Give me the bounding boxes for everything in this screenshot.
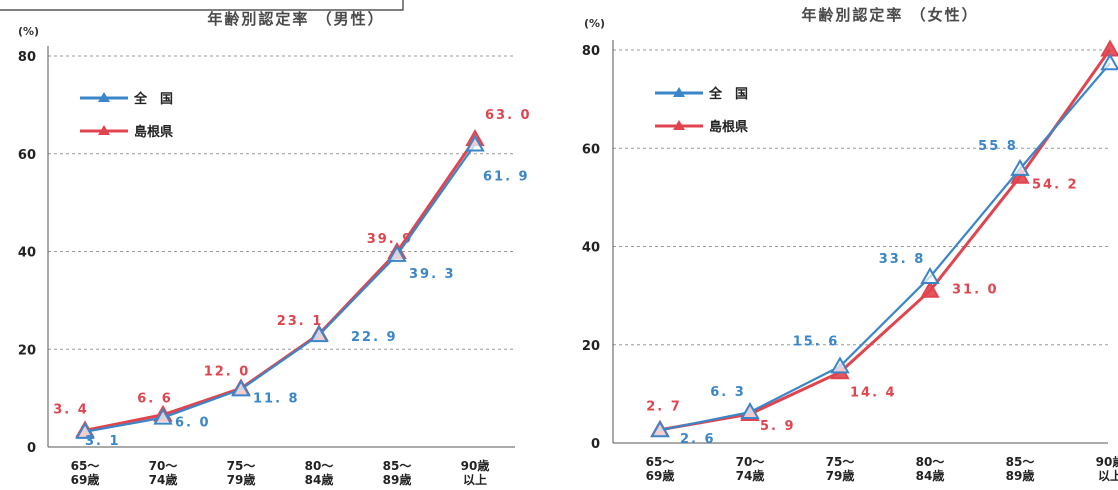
shimane-marker <box>920 280 940 298</box>
x-tick-label: 69歳 <box>71 472 100 487</box>
national-data-label: 15. 6 <box>793 334 840 349</box>
shimane-data-label: 23. 1 <box>277 314 324 329</box>
legend-national-marker <box>98 92 110 102</box>
female-chart: 年齢別認定率 （女性） (%) 0 20 40 60 80 65～69歳 70～74歳 75～79… <box>582 6 1118 483</box>
shimane-data-label: 3. 4 <box>53 402 89 417</box>
national-marker <box>153 407 173 425</box>
legend-shimane-marker <box>98 125 110 135</box>
national-data-label: 6. 0 <box>175 416 211 431</box>
national-data-label: 33. 8 <box>879 252 926 267</box>
national-data-label: 11. 8 <box>253 391 300 406</box>
x-tick-label: 65～ <box>646 455 675 469</box>
national-marker <box>830 356 850 374</box>
shimane-data-label: 6. 6 <box>137 392 173 407</box>
legend-national-label: 全 国 <box>708 86 748 102</box>
x-tick-label: 85～ <box>1006 455 1035 469</box>
x-tick-label: 79歳 <box>227 472 256 487</box>
national-data-label: 6. 3 <box>710 385 746 400</box>
y-tick-label: 20 <box>18 343 36 358</box>
legend-shimane-label: 島根県 <box>134 124 173 140</box>
y-tick-label: 40 <box>18 246 36 261</box>
y-tick-label: 80 <box>18 50 36 65</box>
x-tick-label: 80～ <box>305 459 334 473</box>
national-marker <box>650 420 670 438</box>
legend-national-marker <box>673 87 685 97</box>
shimane-series-line <box>659 48 1112 432</box>
x-tick-label: 84歳 <box>916 468 945 483</box>
x-tick-label: 75～ <box>826 455 855 469</box>
shimane-series-line <box>84 138 477 432</box>
national-data-label: 3. 1 <box>85 434 121 449</box>
national-marker <box>740 402 760 420</box>
chart-title: 年齢別認定率 （男性） <box>207 10 384 28</box>
x-tick-label: 80～ <box>916 455 945 469</box>
x-tick-label: 以上 <box>463 472 487 487</box>
x-tick-label: 74歳 <box>736 468 765 483</box>
national-marker <box>465 134 485 152</box>
x-tick-label: 以上 <box>1098 468 1118 483</box>
x-tick-label: 90歳 <box>461 458 490 473</box>
x-tick-label: 84歳 <box>305 472 334 487</box>
y-tick-label: 0 <box>591 437 600 452</box>
national-data-label: 2. 6 <box>680 432 716 447</box>
shimane-data-label: 12. 0 <box>204 364 251 379</box>
y-tick-label: 60 <box>582 142 600 157</box>
y-tick-label: 60 <box>18 148 36 163</box>
national-data-label: 22. 9 <box>351 330 398 345</box>
national-marker <box>920 266 940 284</box>
national-data-label: 61. 9 <box>483 169 530 184</box>
shimane-data-label: 63. 0 <box>485 108 532 123</box>
legend-shimane-marker <box>673 120 685 130</box>
national-data-label: 55 8 <box>978 139 1018 154</box>
x-tick-label: 89歳 <box>383 472 412 487</box>
shimane-data-label: 2. 7 <box>646 400 682 415</box>
national-marker <box>1010 158 1030 176</box>
x-tick-label: 69歳 <box>646 468 675 483</box>
shimane-data-label: 5. 9 <box>760 419 796 434</box>
x-tick-label: 90歳 <box>1096 454 1118 469</box>
y-tick-label: 40 <box>582 241 600 256</box>
shimane-data-label: 39. 9 <box>367 232 414 247</box>
x-tick-label: 75～ <box>227 459 256 473</box>
x-tick-label: 79歳 <box>826 468 855 483</box>
x-tick-label: 70～ <box>149 459 178 473</box>
legend-national-label: 全 国 <box>133 91 173 107</box>
shimane-data-label: 31. 0 <box>952 283 999 298</box>
frame-corner <box>0 0 404 11</box>
y-unit-label: (%) <box>584 17 605 30</box>
male-chart: 年齢別認定率 （男性） (%) 0 20 40 60 80 65～69歳 70～74歳 75～79… <box>18 10 532 487</box>
x-tick-label: 74歳 <box>149 472 178 487</box>
x-tick-label: 89歳 <box>1006 468 1035 483</box>
legend-shimane-label: 島根県 <box>709 119 748 135</box>
shimane-data-label: 54. 2 <box>1032 178 1079 193</box>
shimane-data-label: 14. 4 <box>850 385 897 400</box>
national-marker <box>387 244 407 262</box>
national-marker <box>309 325 329 343</box>
y-tick-label: 0 <box>27 441 36 456</box>
chart-title: 年齢別認定率 （女性） <box>801 6 978 24</box>
national-data-label: 39. 3 <box>409 267 456 282</box>
national-marker <box>1100 53 1118 71</box>
national-marker <box>231 379 251 397</box>
y-tick-label: 20 <box>582 339 600 354</box>
x-tick-label: 70～ <box>736 455 765 469</box>
national-marker <box>75 421 95 439</box>
national-series-line <box>84 143 476 433</box>
national-series-line <box>659 62 1111 432</box>
y-tick-label: 80 <box>582 44 600 59</box>
x-tick-label: 65～ <box>71 459 100 473</box>
x-tick-label: 85～ <box>383 459 412 473</box>
y-unit-label: (%) <box>18 25 39 38</box>
